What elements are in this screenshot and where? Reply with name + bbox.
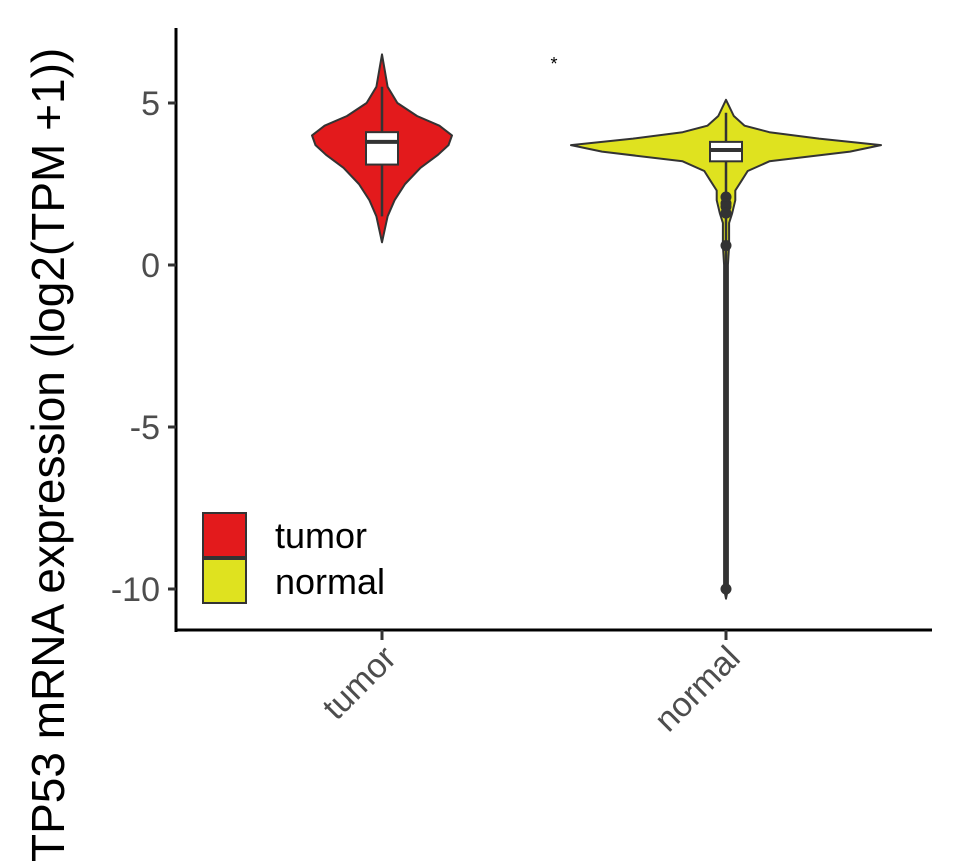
outlier-point-normal	[720, 240, 732, 252]
violin-group-tumor	[311, 53, 453, 244]
violin-group-normal	[570, 98, 882, 600]
significance-label: *	[550, 54, 557, 74]
outlier-point-normal	[720, 207, 732, 219]
legend: tumor normal	[202, 512, 385, 604]
legend-label-normal: normal	[275, 561, 385, 602]
legend-key-normal	[202, 558, 247, 604]
y-tick-label: 0	[141, 247, 160, 285]
box-tumor	[365, 131, 399, 166]
x-tick-label-tumor: tumor	[315, 639, 403, 727]
outlier-point-normal	[720, 583, 732, 595]
x-tick-label-normal: normal	[647, 639, 747, 739]
legend-label-tumor: tumor	[275, 515, 367, 556]
y-axis: 5 0 -5 -10	[111, 28, 178, 632]
legend-key-tumor	[202, 512, 247, 558]
y-tick-label: -10	[111, 571, 160, 609]
y-tick-label: 5	[141, 85, 160, 123]
y-axis-title-group: TP53 mRNA expression (log2(TPM +1))	[22, 48, 74, 862]
y-axis-title: TP53 mRNA expression (log2(TPM +1))	[22, 48, 74, 862]
violins	[311, 53, 882, 600]
y-tick-label: -5	[130, 409, 160, 447]
x-axis: tumor normal	[175, 628, 932, 739]
